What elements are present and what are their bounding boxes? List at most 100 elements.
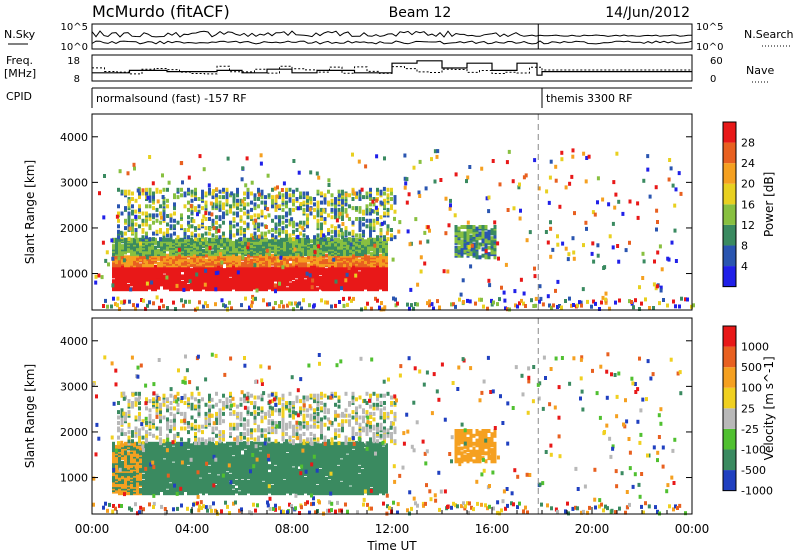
echo-pixel bbox=[162, 231, 166, 236]
echo-pixel bbox=[419, 269, 423, 274]
echo-pixel bbox=[475, 226, 479, 231]
echo-pixel bbox=[330, 193, 334, 198]
echo-pixel bbox=[154, 268, 157, 273]
echo-pixel bbox=[181, 456, 184, 461]
echo-pixel bbox=[141, 188, 145, 193]
echo-pixel bbox=[524, 304, 527, 308]
echo-pixel bbox=[435, 154, 439, 159]
echo-pixel bbox=[264, 200, 267, 205]
echo-pixel bbox=[229, 237, 232, 242]
echo-pixel bbox=[659, 285, 663, 290]
echo-pixel bbox=[154, 264, 157, 269]
echo-pixel bbox=[101, 240, 105, 245]
echo-pixel bbox=[306, 235, 309, 240]
echo-pixel bbox=[686, 297, 689, 302]
echo-pixel bbox=[169, 483, 172, 488]
echo-pixel bbox=[385, 231, 389, 236]
echo-pixel bbox=[457, 233, 461, 237]
echo-pixel bbox=[117, 204, 120, 209]
echo-pixel bbox=[322, 233, 326, 238]
echo-pixel bbox=[646, 167, 650, 172]
echo-pixel bbox=[262, 298, 265, 303]
echo-pixel bbox=[169, 237, 172, 242]
echo-pixel bbox=[225, 209, 229, 214]
echo-pixel bbox=[343, 285, 346, 290]
echo-pixel bbox=[218, 195, 222, 200]
echo-pixel bbox=[285, 233, 288, 238]
echo-pixel bbox=[608, 306, 611, 311]
echo-pixel bbox=[151, 244, 154, 249]
echo-pixel bbox=[154, 488, 157, 492]
echo-pixel bbox=[288, 211, 292, 216]
echo-pixel bbox=[538, 284, 542, 289]
echo-pixel bbox=[320, 207, 323, 212]
echo-pixel bbox=[304, 285, 307, 290]
echo-pixel bbox=[475, 255, 479, 260]
echo-pixel bbox=[244, 242, 247, 247]
echo-pixel bbox=[271, 200, 274, 205]
echo-pixel bbox=[372, 209, 376, 214]
echo-pixel bbox=[257, 228, 260, 232]
echo-pixel bbox=[187, 237, 190, 242]
echo-pixel bbox=[124, 231, 127, 236]
echo-pixel bbox=[380, 201, 384, 206]
echo-pixel bbox=[225, 195, 229, 200]
echo-pixel bbox=[454, 236, 458, 241]
echo-pixel bbox=[353, 191, 357, 196]
nsky-label: N.Sky bbox=[4, 28, 36, 41]
echo-pixel bbox=[218, 235, 222, 240]
echo-pixel bbox=[163, 441, 166, 446]
echo-pixel bbox=[181, 448, 184, 453]
echo-pixel bbox=[313, 245, 316, 250]
echo-pixel bbox=[467, 247, 471, 252]
echo-pixel bbox=[152, 195, 155, 200]
echo-pixel bbox=[316, 209, 320, 214]
echo-pixel bbox=[621, 211, 625, 216]
echo-pixel bbox=[193, 268, 196, 273]
echo-pixel bbox=[310, 244, 313, 249]
echo-pixel bbox=[382, 186, 386, 191]
echo-pixel bbox=[344, 202, 348, 207]
echo-pixel bbox=[193, 472, 196, 477]
echo-pixel bbox=[175, 467, 178, 472]
echo-pixel bbox=[624, 248, 628, 253]
echo-pixel bbox=[238, 279, 241, 284]
echo-pixel bbox=[298, 245, 301, 250]
colorbar-tick-label: 28 bbox=[741, 137, 755, 150]
echo-pixel bbox=[163, 462, 166, 467]
echo-pixel bbox=[136, 303, 139, 308]
echo-pixel bbox=[229, 224, 232, 229]
echo-pixel bbox=[250, 274, 253, 279]
echo-pixel bbox=[202, 444, 205, 449]
echo-pixel bbox=[289, 276, 292, 280]
echo-pixel bbox=[226, 255, 229, 260]
echo-pixel bbox=[155, 213, 159, 218]
echo-pixel bbox=[469, 247, 473, 252]
echo-pixel bbox=[379, 253, 382, 258]
echo-pixel bbox=[274, 235, 278, 240]
echo-pixel bbox=[193, 248, 196, 253]
echo-pixel bbox=[160, 459, 163, 464]
echo-pixel bbox=[238, 258, 241, 263]
echo-pixel bbox=[238, 255, 241, 260]
echo-pixel bbox=[308, 196, 312, 201]
echo-pixel bbox=[295, 264, 298, 269]
echo-pixel bbox=[364, 253, 367, 258]
echo-pixel bbox=[584, 179, 588, 184]
echo-pixel bbox=[655, 208, 659, 213]
echo-pixel bbox=[124, 226, 127, 231]
echo-pixel bbox=[247, 253, 250, 258]
echo-pixel bbox=[130, 491, 133, 496]
echo-pixel bbox=[152, 206, 155, 211]
echo-pixel bbox=[173, 202, 176, 207]
echo-pixel bbox=[280, 237, 283, 242]
echo-pixel bbox=[208, 245, 212, 250]
echo-pixel bbox=[355, 287, 358, 292]
echo-pixel bbox=[139, 237, 142, 242]
echo-pixel bbox=[172, 472, 175, 477]
echo-pixel bbox=[166, 480, 169, 484]
echo-pixel bbox=[163, 488, 166, 492]
echo-pixels bbox=[92, 352, 687, 516]
echo-pixel bbox=[127, 454, 130, 459]
echo-pixel bbox=[199, 483, 202, 488]
